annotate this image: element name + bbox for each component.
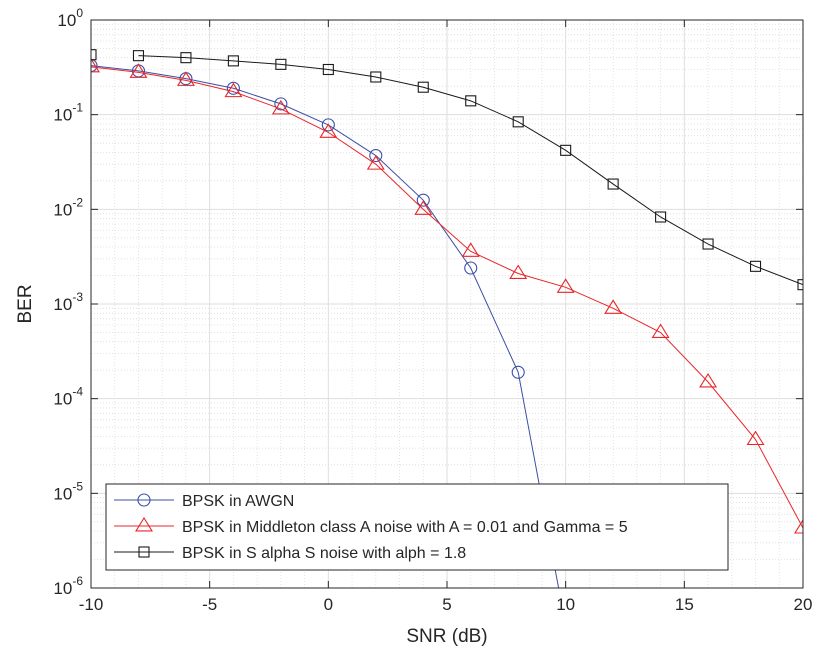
data-point-marker xyxy=(321,118,335,132)
data-point-marker xyxy=(319,123,338,138)
data-point-marker xyxy=(322,63,334,76)
axis-ticks: -10 -5 0 5 10 15 20 10-6 10-5 10-4 10-3 10-2 10-1 100 xyxy=(53,6,812,614)
data-point-marker xyxy=(461,242,480,257)
data-point-marker xyxy=(369,148,383,163)
data-point-marker xyxy=(129,63,148,78)
data-point-marker xyxy=(414,200,433,215)
data-point-marker xyxy=(417,81,429,93)
legend-marker xyxy=(137,493,151,507)
data-point-marker xyxy=(794,518,803,534)
data-point-marker xyxy=(746,430,765,446)
data-point-marker xyxy=(651,323,670,339)
x-tick-label: 0 xyxy=(324,595,333,614)
data-point-marker xyxy=(176,71,195,86)
legend-item: BPSK in Middleton class A noise with A =… xyxy=(114,516,628,536)
y-tick-label: 10-3 xyxy=(53,290,83,314)
data-point-marker xyxy=(655,211,667,223)
legend-label: BPSK in AWGN xyxy=(182,493,294,510)
x-tick-label: 5 xyxy=(442,595,451,614)
data-point-marker xyxy=(226,81,240,95)
series-line xyxy=(138,55,803,286)
y-axis-label: BER xyxy=(15,284,36,323)
data-point-marker xyxy=(416,193,430,207)
legend-marker xyxy=(135,516,153,532)
series-2 xyxy=(91,57,803,534)
legend-box xyxy=(105,483,729,571)
legend-label: BPSK in S alpha S noise with alph = 1.8 xyxy=(182,545,466,562)
data-point-marker xyxy=(749,260,762,272)
x-axis-label: SNR (dB) xyxy=(406,626,487,647)
y-tick-label: 10-4 xyxy=(53,385,83,409)
y-tick-label: 100 xyxy=(57,6,83,30)
data-point-marker xyxy=(91,59,98,73)
x-tick-label: -5 xyxy=(202,595,217,614)
data-point-marker xyxy=(509,264,528,280)
data-point-marker xyxy=(604,299,623,314)
data-point-marker xyxy=(370,71,382,83)
data-point-marker xyxy=(465,95,477,107)
data-point-marker xyxy=(464,261,478,275)
y-tick-label: 10-6 xyxy=(53,574,83,598)
data-point-marker xyxy=(91,57,100,73)
data-point-marker xyxy=(132,50,145,62)
y-tick-label: 10-2 xyxy=(53,195,83,219)
data-point-marker xyxy=(275,58,287,70)
data-point-marker xyxy=(512,116,524,128)
legend-label: BPSK in Middleton class A noise with A =… xyxy=(182,519,628,536)
data-point-marker xyxy=(556,278,575,293)
data-point-marker xyxy=(607,178,619,190)
y-tick-label: 10-5 xyxy=(53,479,83,503)
series-3 xyxy=(91,49,803,291)
x-tick-label: 10 xyxy=(556,595,575,614)
data-point-marker xyxy=(227,55,239,67)
series-layer xyxy=(91,49,803,588)
data-point-marker xyxy=(560,144,572,156)
legend-item: BPSK in S alpha S noise with alph = 1.8 xyxy=(114,545,466,562)
data-point-marker xyxy=(699,372,718,388)
x-tick-label: 20 xyxy=(794,595,813,614)
data-point-marker xyxy=(271,99,290,115)
data-point-marker xyxy=(91,49,97,61)
legend: BPSK in AWGN BPSK in Middleton class A no… xyxy=(105,483,729,571)
data-point-marker xyxy=(366,155,385,170)
x-tick-label: -10 xyxy=(79,595,104,614)
data-point-marker xyxy=(797,279,803,291)
data-point-marker xyxy=(180,52,192,64)
data-point-marker xyxy=(224,82,243,98)
legend-item: BPSK in AWGN xyxy=(114,493,294,510)
y-tick-label: 10-1 xyxy=(53,101,83,125)
data-point-marker xyxy=(702,238,714,250)
x-tick-label: 15 xyxy=(675,595,694,614)
legend-marker xyxy=(138,546,150,558)
data-point-marker xyxy=(511,365,525,379)
series-line xyxy=(91,66,803,529)
data-point-marker xyxy=(274,97,288,111)
